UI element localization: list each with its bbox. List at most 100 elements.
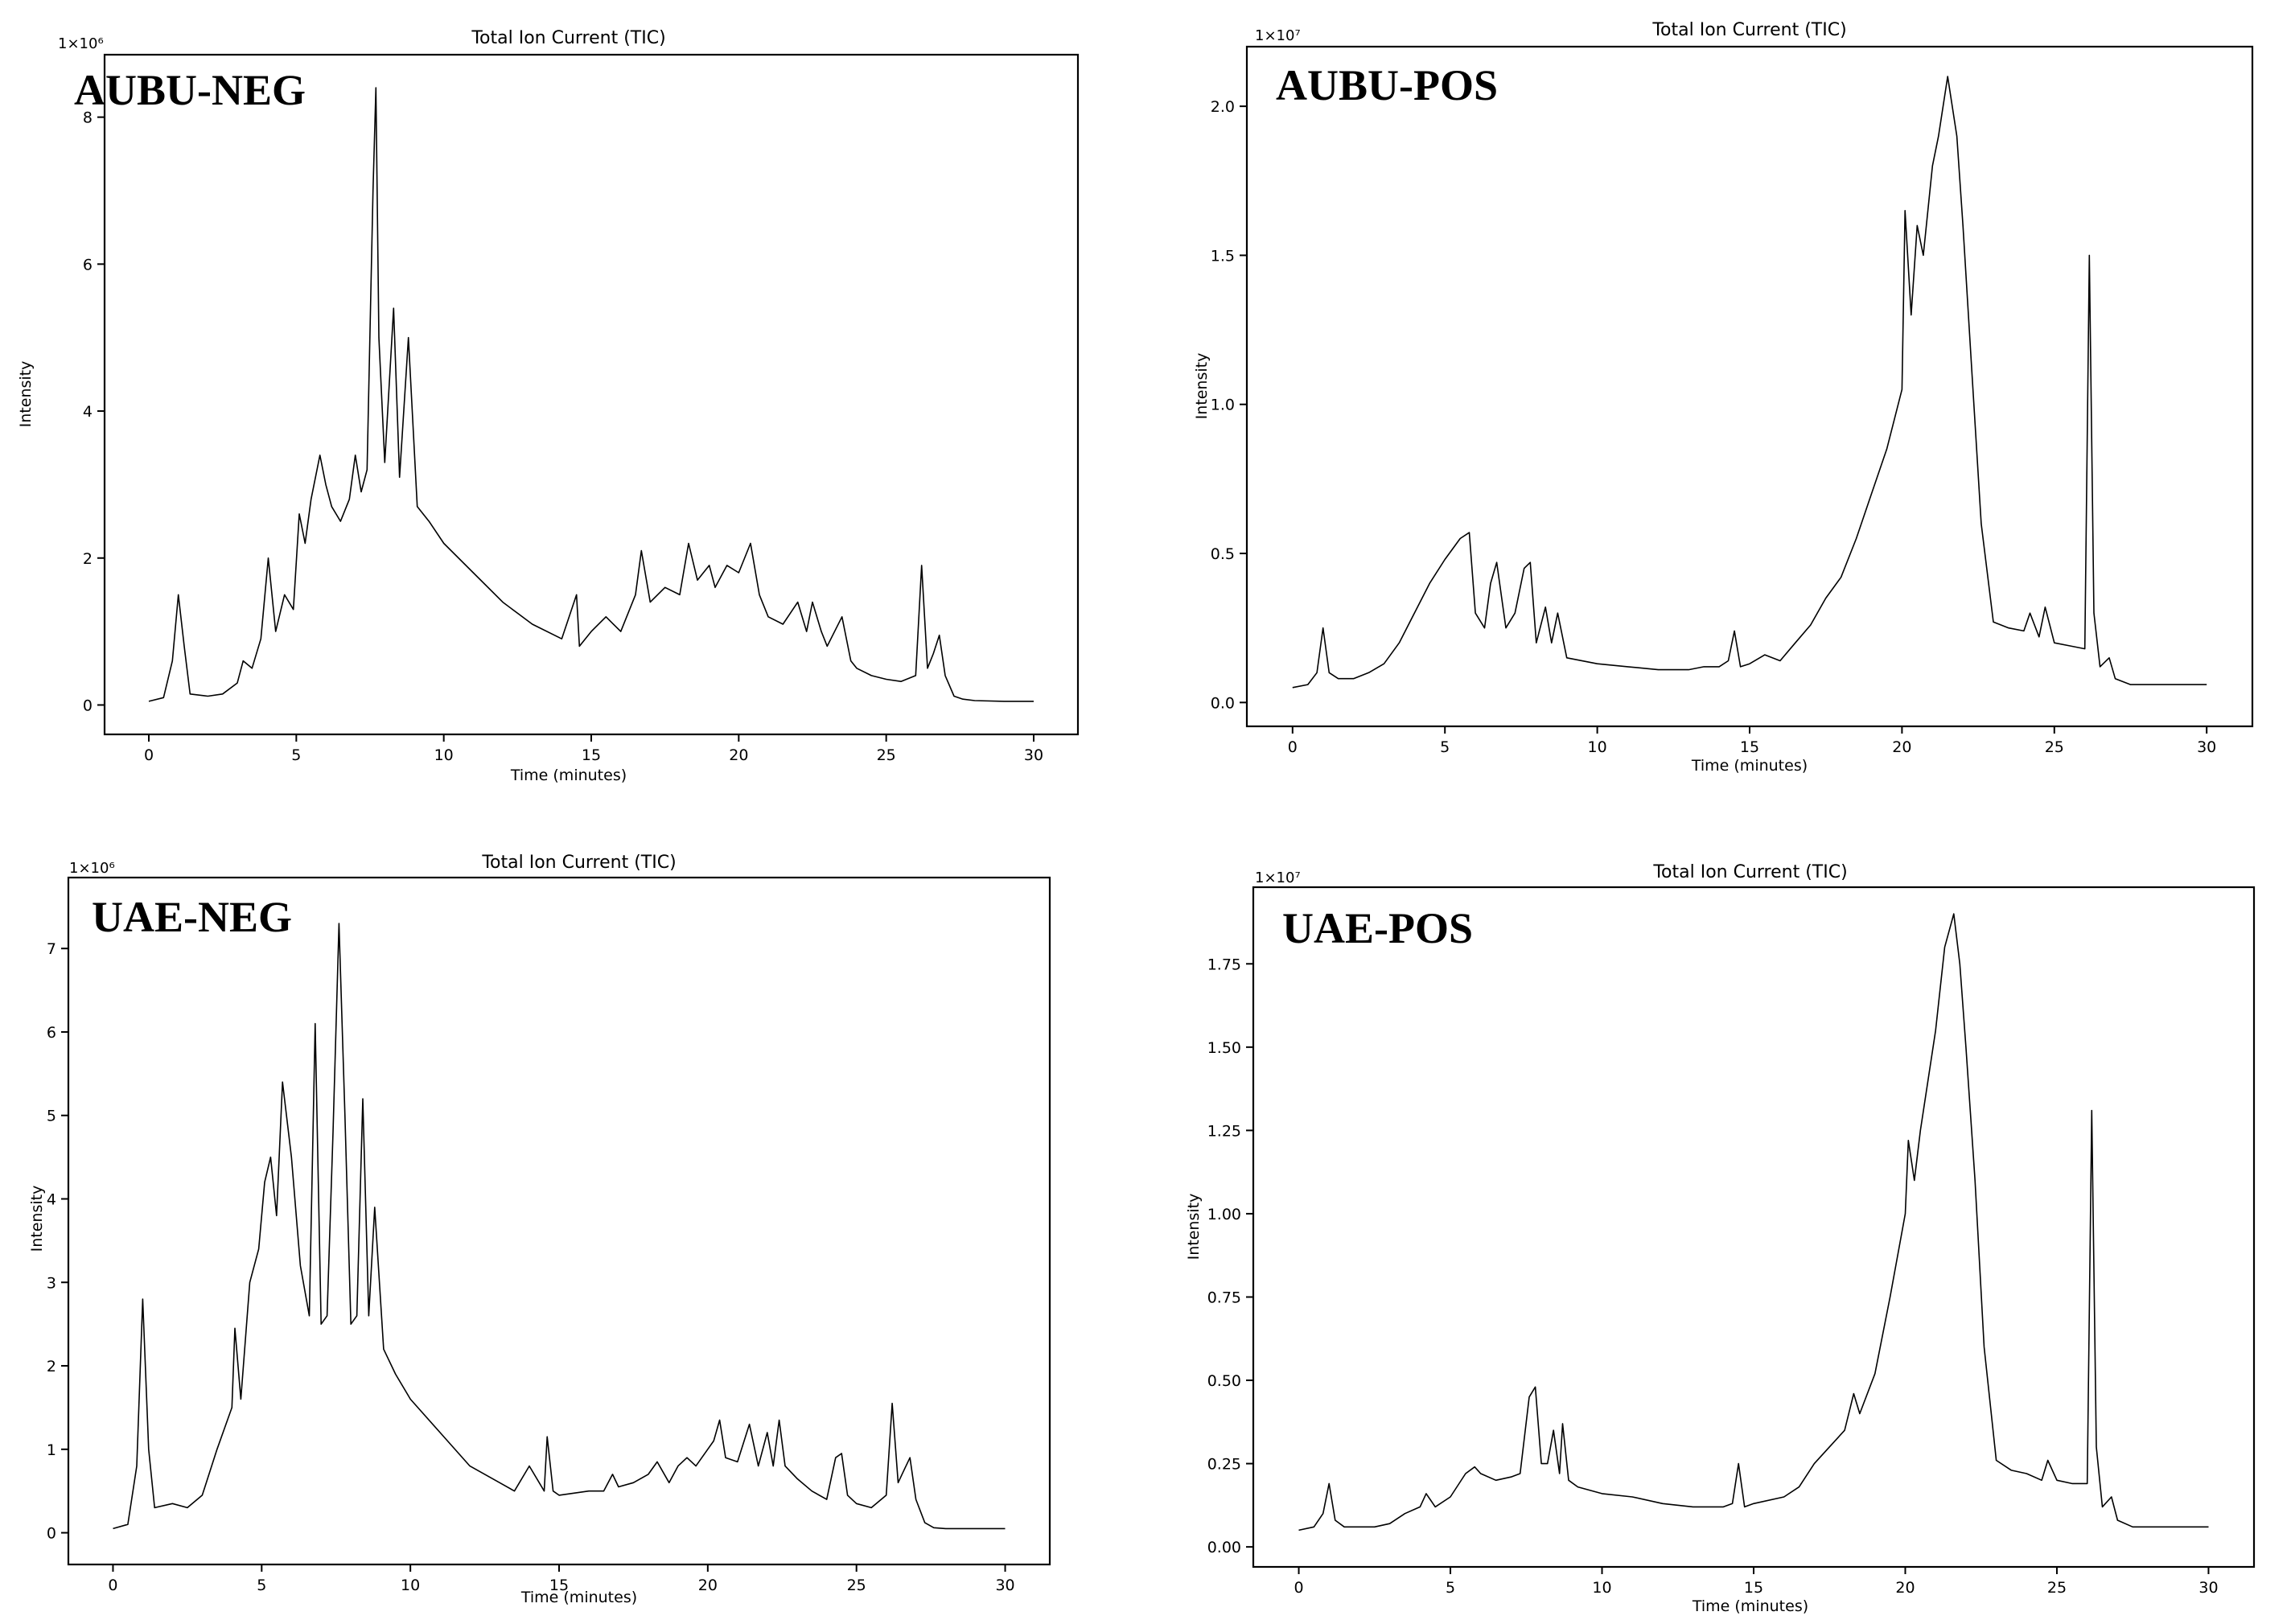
x-tick-label: 15 — [1740, 738, 1759, 756]
tic-series-line — [1298, 913, 2209, 1531]
x-tick-label: 25 — [2047, 1579, 2067, 1597]
y-axis-label: Intensity — [1193, 353, 1211, 420]
x-ticks: 0 5 10 15 20 25 30 — [1288, 726, 2216, 756]
panel-label: AUBU-NEG — [74, 66, 306, 114]
chart-uae-neg: Total Ion Current (TIC) 1×10⁶ Intensity … — [0, 804, 1126, 1617]
x-axis-label: Time (minutes) — [1692, 1597, 1808, 1615]
y-tick-label: 1.00 — [1207, 1206, 1241, 1223]
x-tick-label: 0 — [144, 746, 154, 764]
chart-title: Total Ion Current (TIC) — [471, 28, 665, 48]
y-tick-label: 1.5 — [1211, 247, 1235, 265]
y-tick-label: 6 — [83, 256, 93, 273]
x-tick-label: 5 — [1440, 738, 1450, 756]
y-axis-label: Intensity — [28, 1186, 46, 1252]
chart-title: Total Ion Current (TIC) — [1651, 20, 1846, 40]
y-ticks: 0.0 0.5 1.0 1.5 2.0 — [1211, 98, 1247, 712]
plot-frame — [103, 53, 1080, 736]
y-tick-label: 0.25 — [1207, 1456, 1241, 1474]
x-ticks: 0 5 10 15 20 25 30 — [1294, 1567, 2219, 1597]
x-tick-label: 25 — [847, 1577, 866, 1594]
y-tick-label: 4 — [83, 403, 93, 421]
x-tick-label: 25 — [2045, 738, 2064, 756]
x-tick-label: 20 — [729, 746, 748, 764]
x-ticks: 0 5 10 15 20 25 30 — [108, 1564, 1015, 1594]
x-tick-label: 0 — [1288, 738, 1298, 756]
y-tick-label: 5 — [47, 1108, 56, 1125]
x-tick-label: 15 — [582, 746, 601, 764]
x-tick-label: 0 — [108, 1577, 117, 1594]
y-tick-label: 4 — [47, 1191, 56, 1209]
x-tick-label: 30 — [995, 1577, 1014, 1594]
x-axis-label: Time (minutes) — [520, 1589, 637, 1606]
chart-svg: Total Ion Current (TIC) 1×10⁶ Intensity … — [17, 28, 1080, 784]
plot-frame — [1245, 45, 2254, 728]
y-tick-label: 2 — [47, 1358, 56, 1375]
y-multiplier: 1×10⁷ — [1255, 27, 1301, 44]
series-group — [113, 923, 1006, 1530]
y-axis-label: Intensity — [1185, 1194, 1203, 1260]
x-axis-label: Time (minutes) — [510, 767, 627, 784]
y-multiplier: 1×10⁷ — [1255, 870, 1301, 886]
y-tick-label: 1.25 — [1207, 1122, 1241, 1140]
y-tick-label: 1.0 — [1211, 397, 1235, 414]
x-tick-label: 20 — [1892, 738, 1911, 756]
x-tick-label: 30 — [1024, 746, 1043, 764]
y-ticks: 0 1 2 3 4 5 6 7 — [47, 940, 68, 1543]
x-tick-label: 30 — [2198, 1579, 2218, 1597]
x-tick-label: 15 — [1744, 1579, 1763, 1597]
tic-series-line — [1292, 76, 2207, 689]
y-tick-label: 0.5 — [1211, 545, 1235, 563]
x-tick-label: 15 — [549, 1577, 569, 1594]
x-tick-label: 30 — [2197, 738, 2216, 756]
y-tick-label: 1.75 — [1207, 956, 1241, 973]
y-tick-label: 0.0 — [1211, 694, 1235, 712]
x-tick-label: 10 — [434, 746, 454, 764]
y-tick-label: 0 — [83, 697, 93, 714]
chart-aubu-neg: Total Ion Current (TIC) 1×10⁶ Intensity … — [0, 0, 1134, 796]
y-tick-label: 6 — [47, 1024, 56, 1042]
x-tick-label: 20 — [1895, 1579, 1915, 1597]
y-tick-label: 8 — [83, 109, 93, 127]
y-tick-label: 1 — [47, 1441, 56, 1459]
tic-series-line — [113, 923, 1006, 1530]
series-group — [1298, 913, 2209, 1531]
plot-frame — [67, 876, 1051, 1566]
series-group — [148, 87, 1034, 702]
y-axis-label: Intensity — [17, 361, 35, 428]
y-tick-label: 3 — [47, 1274, 56, 1292]
y-ticks: 0.00 0.25 0.50 0.75 1.00 1.25 1.50 1.75 — [1207, 956, 1253, 1556]
y-tick-label: 0 — [47, 1525, 56, 1543]
x-tick-label: 5 — [1446, 1579, 1455, 1597]
y-tick-label: 2.0 — [1211, 98, 1235, 116]
y-tick-label: 7 — [47, 940, 56, 958]
chart-svg: Total Ion Current (TIC) 1×10⁷ Intensity … — [1193, 20, 2254, 775]
x-tick-label: 5 — [291, 746, 301, 764]
chart-svg: Total Ion Current (TIC) 1×10⁶ Intensity … — [28, 853, 1051, 1606]
x-tick-label: 0 — [1294, 1579, 1303, 1597]
chart-title: Total Ion Current (TIC) — [481, 853, 676, 873]
x-tick-label: 10 — [1592, 1579, 1611, 1597]
y-tick-label: 0.50 — [1207, 1372, 1241, 1390]
panel-label: AUBU-POS — [1276, 61, 1498, 109]
y-ticks: 0 2 4 6 8 — [83, 109, 105, 714]
x-tick-label: 25 — [877, 746, 896, 764]
chart-aubu-pos: Total Ion Current (TIC) 1×10⁷ Intensity … — [1142, 0, 2291, 796]
chart-svg: Total Ion Current (TIC) 1×10⁷ Intensity … — [1185, 862, 2256, 1615]
x-ticks: 0 5 10 15 20 25 30 — [144, 734, 1043, 764]
y-tick-label: 0.75 — [1207, 1289, 1241, 1306]
tic-series-line — [148, 87, 1034, 702]
y-multiplier: 1×10⁶ — [58, 35, 104, 52]
y-tick-label: 1.50 — [1207, 1039, 1241, 1057]
y-tick-label: 0.00 — [1207, 1539, 1241, 1556]
x-tick-label: 20 — [698, 1577, 718, 1594]
x-tick-label: 5 — [257, 1577, 266, 1594]
x-axis-label: Time (minutes) — [1691, 757, 1808, 775]
y-tick-label: 2 — [83, 550, 93, 568]
series-group — [1292, 76, 2207, 689]
plot-frame — [1252, 886, 2256, 1568]
y-multiplier: 1×10⁶ — [69, 860, 115, 877]
panel-label: UAE-NEG — [92, 893, 292, 941]
panel-label: UAE-POS — [1282, 904, 1473, 952]
x-tick-label: 10 — [401, 1577, 420, 1594]
chart-uae-pos: Total Ion Current (TIC) 1×10⁷ Intensity … — [1142, 804, 2291, 1617]
